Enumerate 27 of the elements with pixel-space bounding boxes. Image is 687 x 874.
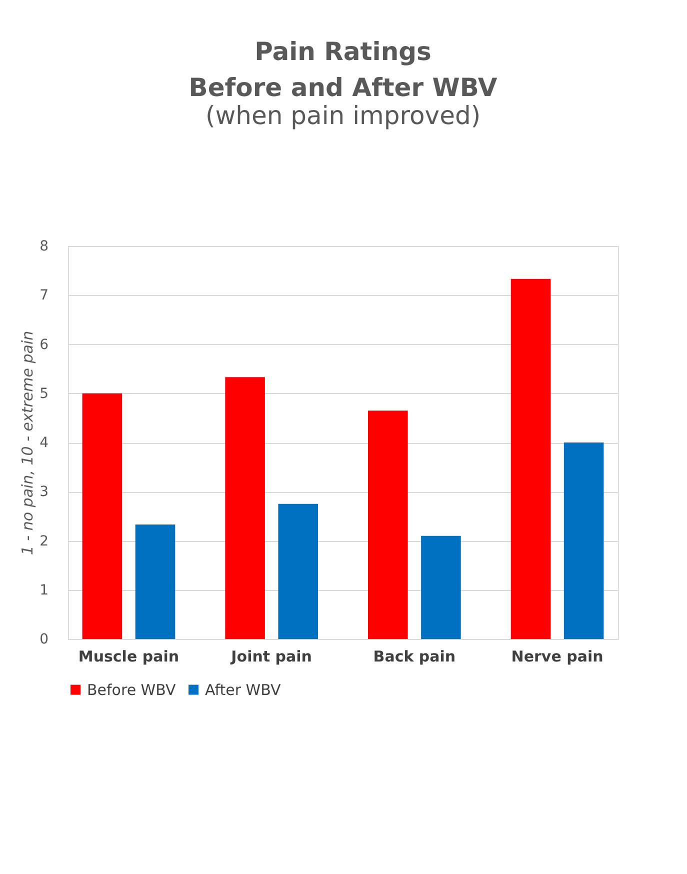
legend-label: Before WBV [87,680,176,699]
y-tick-label: 2 [40,533,48,550]
y-tick-label: 0 [40,632,48,648]
x-tick-label: Back pain [373,648,456,666]
y-tick-label: 1 [40,582,48,598]
bar [278,504,318,639]
y-axis-title: 1 - no pain, 10 - extreme pain [18,330,37,556]
chart-subtitle: (when pain improved) [205,101,481,130]
text: Before and After WBV [188,73,498,102]
y-tick-label: 3 [40,484,48,500]
bar [82,393,122,639]
y-tick-label: 5 [40,386,48,402]
bar [510,278,551,639]
x-tick-label: Muscle pain [78,648,180,666]
x-tick-label: Nerve pain [511,648,604,666]
y-tick-label: 4 [40,435,49,451]
y-tick-label: 7 [40,288,48,304]
bar [225,377,265,639]
text: Pain Ratings [254,37,432,66]
y-tick-label: 6 [40,336,49,353]
x-tick-label: Joint pain [230,648,312,666]
bar [421,536,461,639]
legend-label: After WBV [205,680,282,699]
bar [564,442,604,639]
bar [135,524,176,639]
y-tick-label: 8 [40,238,48,254]
bar [368,410,408,639]
